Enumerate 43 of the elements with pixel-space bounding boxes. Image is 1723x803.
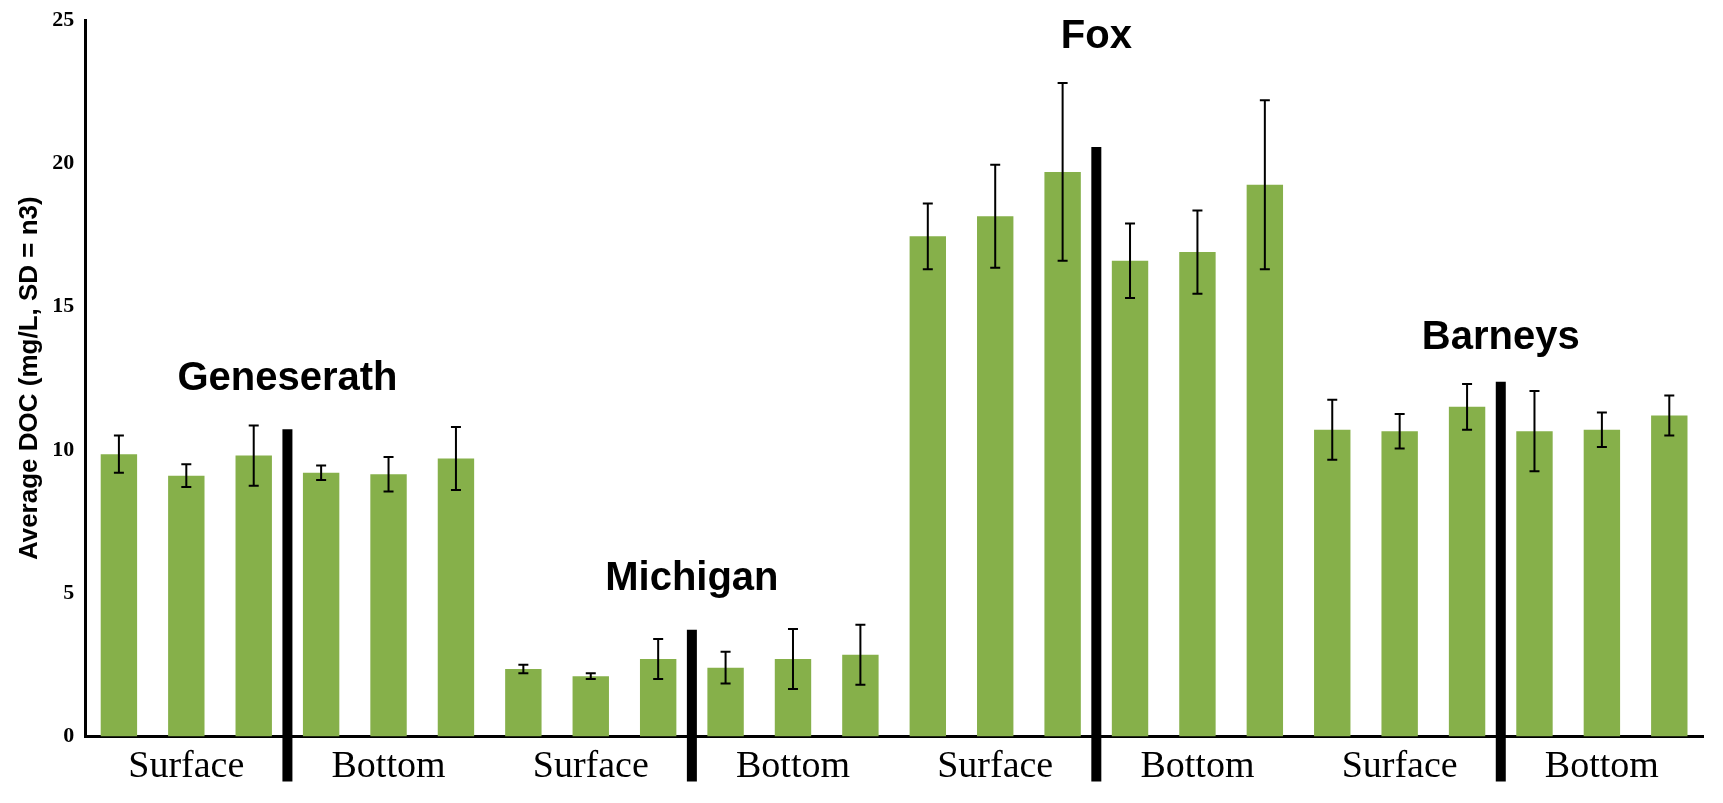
bar <box>1314 429 1351 737</box>
x-tick-label: Surface <box>532 743 649 786</box>
y-tick-label: 15 <box>52 292 75 318</box>
bar <box>100 454 138 737</box>
bar <box>909 236 946 737</box>
bar <box>572 676 609 737</box>
bar <box>977 216 1014 737</box>
annotation: Fox <box>1060 12 1132 57</box>
bar <box>707 667 744 737</box>
bar <box>1448 406 1486 737</box>
bar <box>505 669 542 737</box>
y-tick-label: 10 <box>52 435 75 461</box>
bar <box>302 472 340 737</box>
bar <box>774 659 812 737</box>
bar <box>1044 171 1081 737</box>
bar <box>235 455 272 737</box>
annotation: Barneys <box>1421 312 1580 357</box>
bar <box>842 654 879 737</box>
x-tick-label: Surface <box>1341 743 1458 786</box>
bar <box>1516 431 1553 737</box>
bar <box>1179 252 1216 737</box>
bar <box>1111 260 1149 737</box>
bar <box>370 474 407 737</box>
y-axis-title: Average DOC (mg/L, SD = n3) <box>12 196 43 561</box>
bar <box>1246 184 1284 737</box>
annotation: Geneserath <box>177 354 398 399</box>
x-tick-label: Bottom <box>1544 743 1659 786</box>
bar <box>1583 429 1621 737</box>
x-tick-label: Surface <box>937 743 1054 786</box>
y-tick-label: 0 <box>63 722 75 748</box>
bar <box>1651 415 1688 737</box>
bar <box>1381 431 1418 737</box>
bar <box>168 475 205 737</box>
bar <box>437 458 475 737</box>
x-tick-label: Surface <box>128 743 245 786</box>
x-tick-label: Bottom <box>735 743 850 786</box>
y-tick-label: 20 <box>52 148 75 174</box>
bar <box>639 659 677 737</box>
x-tick-label: Bottom <box>331 743 446 786</box>
y-tick-label: 5 <box>63 578 75 604</box>
x-tick-label: Bottom <box>1140 743 1255 786</box>
annotation: Michigan <box>605 553 779 598</box>
y-tick-label: 25 <box>52 5 75 31</box>
